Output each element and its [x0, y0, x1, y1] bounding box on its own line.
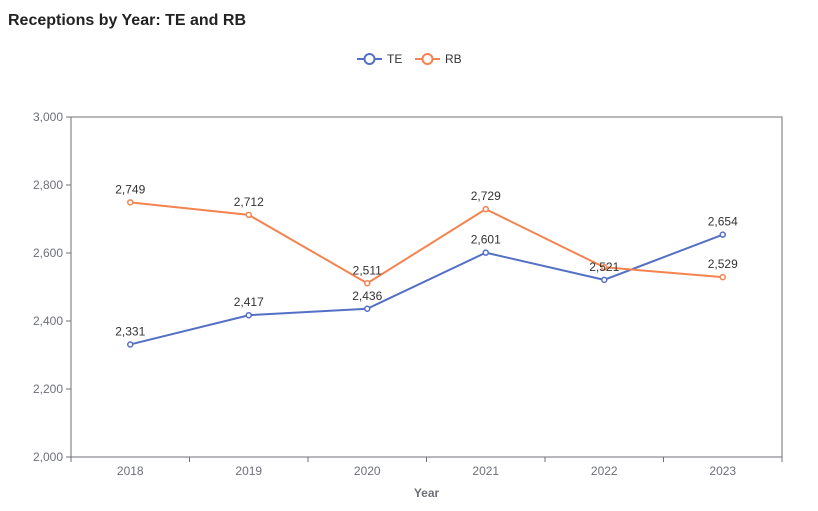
data-label-te: 2,331 — [115, 324, 145, 338]
data-label-rb: 2,749 — [115, 182, 145, 196]
y-tick-label: 2,200 — [33, 382, 63, 396]
x-axis-title: Year — [414, 486, 440, 500]
legend-item-rb[interactable]: RB — [415, 52, 462, 66]
legend-item-te[interactable]: TE — [357, 52, 402, 66]
y-axis: 2,000 2,200 2,400 2,600 2,800 3,000 — [33, 110, 71, 464]
data-label-te: 2,417 — [234, 295, 264, 309]
legend[interactable]: TE RB — [357, 52, 462, 66]
series-layer — [127, 199, 726, 348]
y-tick-label: 2,800 — [33, 178, 63, 192]
y-tick-label: 2,600 — [33, 246, 63, 260]
legend-label: TE — [387, 52, 402, 66]
data-point-rb[interactable] — [601, 264, 608, 271]
x-tick-label: 2023 — [709, 464, 736, 478]
data-labels: 2,331 2,417 2,436 2,601 2,521 2,654 2,749 2,712… — [115, 182, 738, 338]
data-point-te[interactable] — [601, 276, 608, 284]
series-line-rb — [130, 201, 723, 285]
x-tick-label: 2022 — [591, 464, 618, 478]
y-tick-label: 2,000 — [33, 450, 63, 464]
legend-marker-icon — [363, 53, 376, 65]
data-label-te: 2,521 — [589, 260, 619, 274]
data-label-rb: 2,712 — [234, 195, 264, 209]
legend-label: RB — [445, 52, 462, 66]
y-tick-label: 3,000 — [33, 110, 63, 124]
data-point-te[interactable] — [482, 249, 489, 256]
x-axis: 2018 2019 2020 2021 2022 2023 — [70, 457, 783, 478]
data-label-te: 2,601 — [471, 233, 501, 247]
data-point-te[interactable] — [719, 231, 726, 238]
data-point-rb[interactable] — [245, 211, 252, 219]
data-label-te: 2,654 — [708, 215, 738, 229]
data-label-rb: 2,511 — [353, 263, 382, 277]
chart-title: Receptions by Year: TE and RB — [8, 12, 246, 29]
y-tick-label: 2,400 — [33, 314, 63, 328]
data-label-te: 2,436 — [352, 289, 382, 303]
series-line-te — [130, 233, 724, 346]
data-point-rb[interactable] — [482, 205, 489, 213]
data-label-rb: 2,529 — [708, 257, 738, 271]
x-tick-label: 2018 — [117, 464, 144, 478]
data-point-rb[interactable] — [364, 280, 371, 287]
data-point-te[interactable] — [245, 311, 252, 319]
plot-area — [70, 116, 783, 458]
data-label-rb: 2,729 — [471, 189, 501, 203]
data-point-te[interactable] — [364, 305, 371, 313]
data-point-te[interactable] — [127, 341, 134, 348]
data-point-rb[interactable] — [719, 273, 726, 281]
x-tick-label: 2020 — [354, 464, 381, 478]
legend-marker-icon — [421, 53, 434, 65]
x-tick-label: 2021 — [472, 464, 499, 478]
x-tick-label: 2019 — [235, 464, 262, 478]
data-point-rb[interactable] — [127, 199, 134, 206]
